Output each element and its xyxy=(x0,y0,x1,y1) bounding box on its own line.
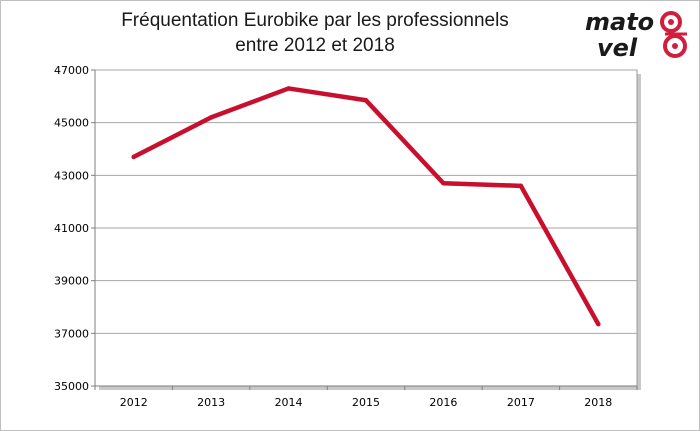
y-tick-label: 47000 xyxy=(54,64,89,77)
chart-title: Fréquentation Eurobike par les professio… xyxy=(95,8,535,58)
grid-lines xyxy=(95,69,637,334)
chart-title-line1: Fréquentation Eurobike par les professio… xyxy=(121,10,509,31)
data-point xyxy=(363,98,369,103)
data-point xyxy=(286,86,291,91)
y-tick-label: 45000 xyxy=(54,117,89,130)
data-point xyxy=(441,181,446,186)
y-tick-label: 41000 xyxy=(54,222,89,235)
x-tick-label: 2018 xyxy=(584,396,612,409)
y-tick-label: 39000 xyxy=(54,275,89,288)
y-tick-label: 35000 xyxy=(54,380,89,393)
bike-gear-logo-icon xyxy=(660,11,687,58)
data-point xyxy=(596,321,601,327)
x-tick-label: 2014 xyxy=(275,396,303,409)
data-point xyxy=(131,154,136,160)
series-layer xyxy=(131,86,601,327)
data-point xyxy=(208,115,214,120)
y-tick-label: 37000 xyxy=(54,327,89,340)
logo-text-bottom: vel xyxy=(597,34,638,60)
logo-text-top: mato xyxy=(585,8,654,36)
chart-title-line2: entre 2012 et 2018 xyxy=(235,35,395,56)
y-axis-ticks: 35000 37000 39000 41000 43000 45000 47000 xyxy=(54,64,95,393)
x-tick-label: 2017 xyxy=(507,396,535,409)
matosvelo-logo: mato vel xyxy=(585,8,687,60)
x-axis-ticks: 2012 2013 2014 2015 2016 2017 2018 xyxy=(94,386,638,409)
data-point xyxy=(518,183,524,189)
x-tick-label: 2015 xyxy=(352,396,380,409)
x-tick-label: 2016 xyxy=(429,396,457,409)
x-tick-label: 2013 xyxy=(197,396,225,409)
x-tick-label: 2012 xyxy=(120,396,148,409)
y-tick-label: 43000 xyxy=(54,169,89,182)
